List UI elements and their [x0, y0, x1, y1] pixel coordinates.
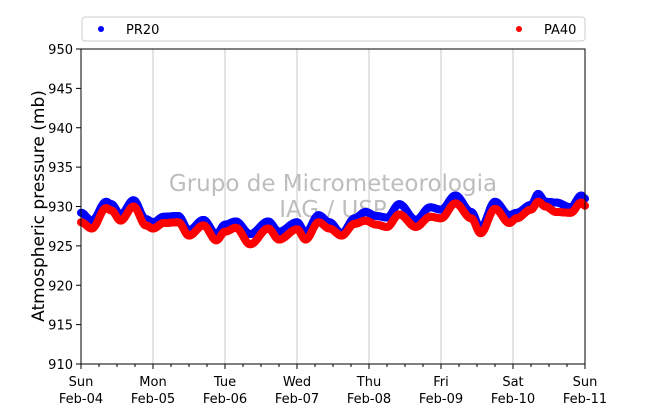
y-tick-label: 940	[48, 122, 73, 137]
y-tick-label: 930	[48, 201, 73, 216]
y-tick-label: 945	[48, 82, 73, 97]
x-tick-label-date: Feb-08	[347, 392, 391, 407]
y-tick-label: 925	[48, 240, 73, 255]
legend-marker-pr20	[98, 26, 104, 32]
x-tick-label-date: Feb-10	[491, 392, 535, 407]
series-pa40	[77, 197, 589, 249]
x-tick-label-day: Mon	[139, 375, 166, 390]
x-tick-label-day: Sun	[69, 375, 94, 390]
x-tick-label-day: Thu	[356, 375, 381, 390]
y-tick-label: 920	[48, 279, 73, 294]
x-tick-label-date: Feb-11	[563, 392, 607, 407]
y-tick-label: 910	[48, 358, 73, 373]
x-tick-label-date: Feb-07	[275, 392, 319, 407]
legend-marker-pa40	[516, 26, 522, 32]
x-axis: Sun Feb-04 Mon Feb-05 Tue Feb-06 Wed Feb-07 Thu F…	[59, 364, 607, 407]
x-tick-label-day: Wed	[283, 375, 311, 390]
legend-box	[81, 16, 586, 42]
y-axis: 910 915 920 925 930 935 940 945 950	[48, 43, 81, 373]
y-axis-label: Atmospheric pressure (mb)	[29, 90, 49, 322]
watermark-line-1: Grupo de Micrometeorologia	[169, 171, 497, 197]
y-tick-label: 935	[48, 161, 73, 176]
x-tick-label-day: Sun	[573, 375, 598, 390]
y-tick-label: 915	[48, 319, 73, 334]
x-tick-label-date: Feb-06	[203, 392, 247, 407]
y-tick-label: 950	[48, 43, 73, 58]
x-tick-label-day: Sat	[502, 375, 523, 390]
x-tick-label-day: Fri	[433, 375, 449, 390]
legend-label-pa40: PA40	[544, 23, 576, 38]
x-tick-label-date: Feb-04	[59, 392, 103, 407]
x-tick-label-date: Feb-05	[131, 392, 175, 407]
legend-label-pr20: PR20	[126, 23, 159, 38]
x-tick-label-day: Tue	[213, 375, 236, 390]
x-tick-label-date: Feb-09	[419, 392, 463, 407]
legend: PR20 PA40	[81, 16, 586, 42]
